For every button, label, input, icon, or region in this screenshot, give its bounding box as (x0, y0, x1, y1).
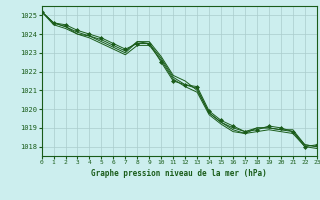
X-axis label: Graphe pression niveau de la mer (hPa): Graphe pression niveau de la mer (hPa) (91, 169, 267, 178)
